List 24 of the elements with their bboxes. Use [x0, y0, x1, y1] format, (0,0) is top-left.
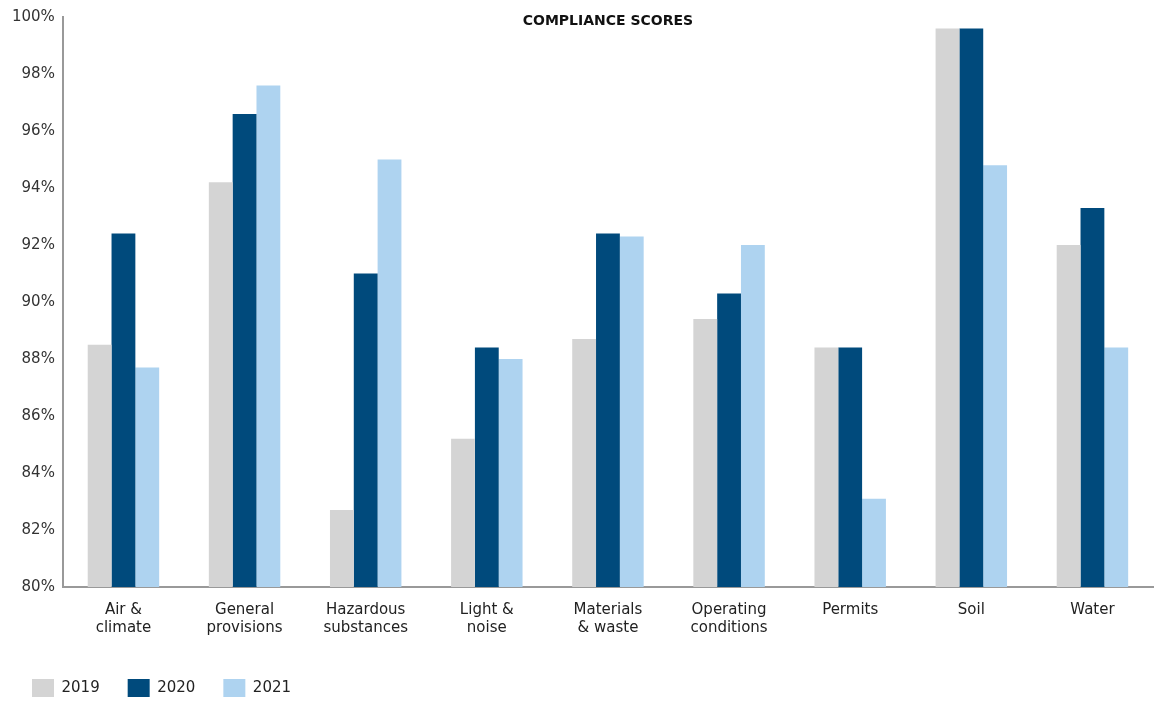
x-tick-label: Hazardous substances — [323, 599, 409, 636]
x-tick-label: General provisions — [206, 599, 283, 636]
x-tick-label: Light & noise — [459, 599, 515, 636]
y-tick-label: 90% — [21, 291, 55, 310]
y-tick-label: 86% — [21, 405, 55, 424]
y-tick-label: 84% — [21, 462, 55, 481]
legend-label: 2021 — [252, 677, 292, 696]
x-tick-label: Air & climate — [95, 599, 152, 636]
y-tick-label: 100% — [11, 6, 55, 25]
y-tick-label: 96% — [21, 120, 55, 139]
y-tick-label: 92% — [21, 234, 55, 253]
x-tick-label: Water — [1070, 599, 1116, 618]
y-tick-label: 98% — [21, 63, 55, 82]
y-tick-label: 80% — [21, 576, 55, 595]
x-tick-label: Materials & waste — [573, 599, 643, 636]
x-tick-label: Permits — [822, 599, 879, 618]
x-tick-label: Soil — [957, 599, 985, 618]
y-tick-label: 82% — [21, 519, 55, 538]
y-tick-label: 88% — [21, 348, 55, 367]
chart-title: COMPLIANCE SCORES — [522, 11, 694, 28]
x-tick-label: Operating conditions — [690, 599, 768, 636]
legend-label: 2019 — [61, 677, 100, 696]
y-tick-label: 94% — [21, 177, 55, 196]
legend-label: 2020 — [157, 677, 196, 696]
